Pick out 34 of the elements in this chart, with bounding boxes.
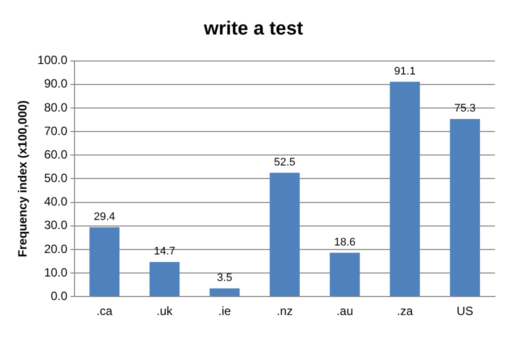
y-tick-label: 50.0 bbox=[44, 171, 68, 186]
y-tick-label: 40.0 bbox=[44, 194, 68, 209]
bar bbox=[150, 262, 180, 296]
y-tick-label: 80.0 bbox=[44, 100, 68, 114]
data-label: 52.5 bbox=[274, 156, 296, 168]
chart-title: write a test bbox=[202, 18, 304, 40]
y-axis-title: Frequency index (x100,000) bbox=[16, 100, 30, 258]
x-tick-label: .ca bbox=[96, 304, 113, 318]
bar bbox=[89, 227, 120, 296]
x-tick-label: .nz bbox=[276, 304, 293, 318]
x-tick-label: .za bbox=[396, 304, 414, 318]
bar bbox=[450, 119, 480, 296]
y-tick-label: 0.0 bbox=[50, 288, 68, 303]
y-tick-label: 60.0 bbox=[44, 147, 68, 162]
x-tick-label: .ie bbox=[218, 304, 232, 318]
y-tick-label: 10.0 bbox=[44, 265, 68, 280]
data-label: 3.5 bbox=[216, 272, 232, 284]
y-tick-label: 90.0 bbox=[44, 76, 68, 91]
data-label: 14.7 bbox=[154, 245, 176, 258]
data-label: 29.4 bbox=[94, 210, 116, 223]
y-tick-label: 20.0 bbox=[44, 242, 68, 256]
bar bbox=[210, 288, 240, 296]
x-tick-label: .au bbox=[336, 304, 354, 318]
y-tick-label: 30.0 bbox=[44, 218, 68, 232]
data-label: 18.6 bbox=[334, 236, 356, 248]
x-tick-label: US bbox=[456, 304, 474, 318]
data-label: 75.3 bbox=[454, 102, 476, 115]
y-tick-label: 100.0 bbox=[37, 53, 68, 68]
y-tick-label: 70.0 bbox=[44, 124, 68, 138]
bar bbox=[270, 172, 300, 296]
bar bbox=[390, 82, 420, 296]
bar bbox=[330, 252, 360, 296]
x-tick-label: .uk bbox=[156, 304, 174, 318]
data-label: 91.1 bbox=[394, 65, 416, 78]
